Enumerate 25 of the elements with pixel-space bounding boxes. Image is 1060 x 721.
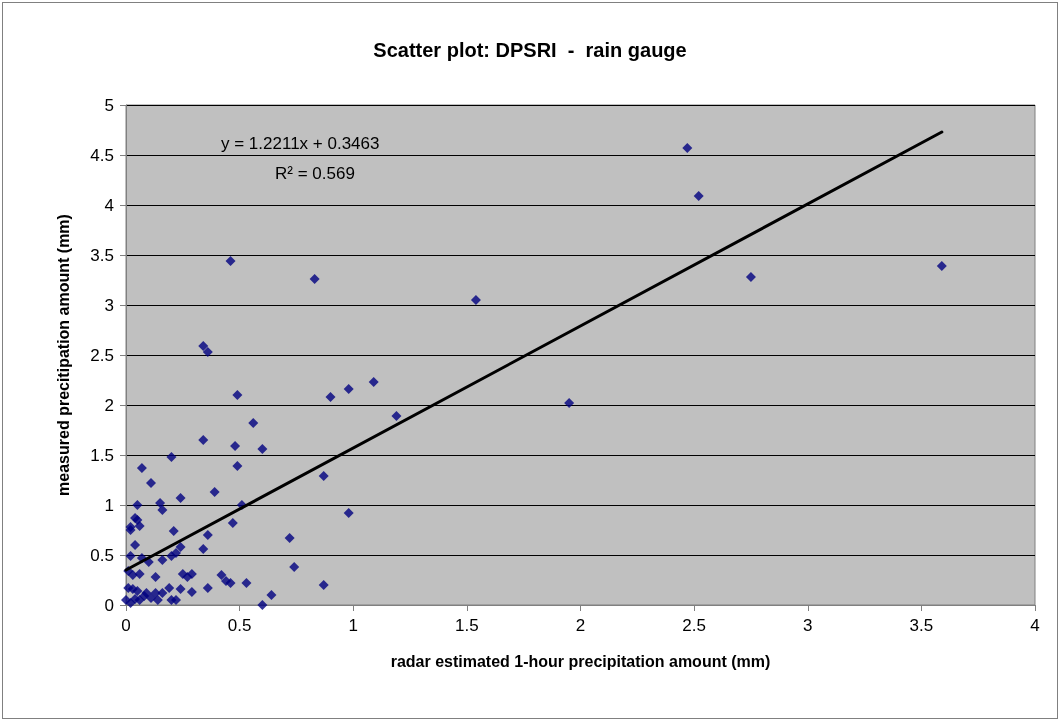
x-tick-label: 3.5 [909,616,934,635]
y-tick-label: 3.5 [90,245,114,265]
x-tick-label: 0.5 [227,616,252,635]
y-tick-label: 0.5 [90,545,114,565]
y-tick-label: 3 [104,295,114,315]
annotation: y = 1.2211x + 0.3463 [221,134,380,153]
y-tick-label: 4 [104,195,114,215]
annotation: R² = 0.569 [275,164,355,183]
x-axis-title: radar estimated 1-hour precipitation amount (mm) [390,652,771,670]
y-tick-label: 5 [104,95,114,115]
y-tick-label: 2.5 [90,345,114,365]
x-tick-label: 3 [803,616,813,635]
x-tick-label: 1.5 [455,616,479,635]
x-tick-label: 1 [348,616,358,635]
x-tick-label: 2.5 [682,616,706,635]
chart-title: Scatter plot: DPSRI - rain gauge [373,39,687,61]
y-tick-label: 4.5 [90,145,114,165]
x-tick-label: 4 [1030,616,1040,635]
x-tick-label: 0 [121,616,131,635]
y-axis-title: measured precitipation amount (mm) [54,214,72,496]
y-tick-label: 1.5 [90,445,114,465]
x-tick-label: 2 [575,616,586,635]
y-tick-label: 2 [104,395,114,415]
y-tick-label: 0 [104,595,114,615]
y-tick-label: 1 [104,495,114,515]
